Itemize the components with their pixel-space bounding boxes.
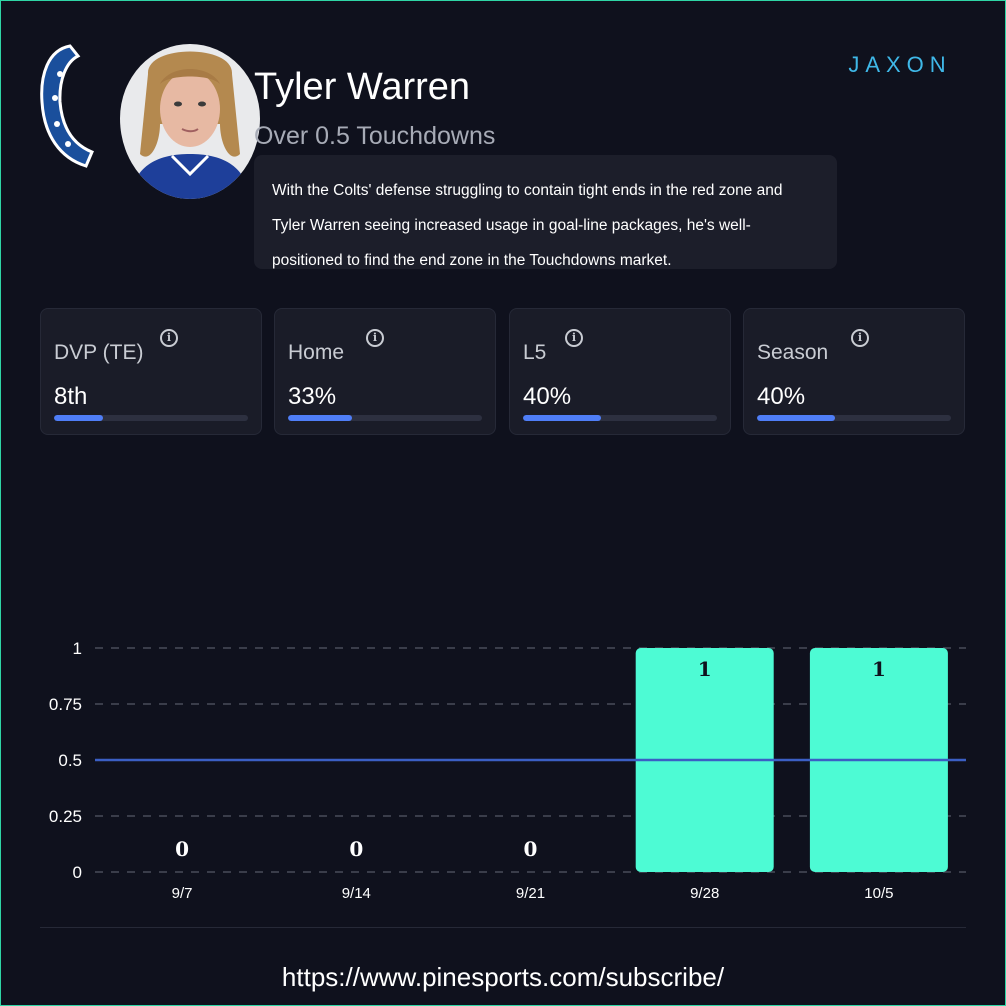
stat-progress-track [757,415,951,421]
x-tick-label: 9/7 [172,885,193,902]
stat-progress-fill [523,415,601,421]
stat-card-dvp: DVP (TE) i 8th [40,308,262,435]
info-icon[interactable]: i [366,329,384,347]
x-tick-label: 9/21 [516,885,545,902]
info-icon[interactable]: i [851,329,869,347]
stat-value: 33% [288,383,337,410]
stat-card-l5: L5 i 40% [509,308,731,435]
x-tick-label: 10/5 [864,885,893,902]
stat-label: L5 [523,341,547,364]
brand-logo: JAXON [848,52,951,77]
player-photo-group [38,40,260,205]
stat-progress-fill [54,415,103,421]
stat-progress-fill [757,415,835,421]
player-name: Tyler Warren [254,66,471,108]
y-tick-label: 0.25 [49,807,82,826]
stat-label: Home [288,341,345,364]
touchdowns-bar-chart: 0 0.25 0.5 0.75 1 0 9/7 0 9/14 0 9/21 1 9/28 1 10/5 [49,639,966,902]
info-icon[interactable]: i [160,329,178,347]
y-tick-label: 0.75 [49,695,82,714]
stat-progress-track [523,415,717,421]
bar-value-label: 0 [524,837,538,861]
stat-card-home: Home i 33% [274,308,496,435]
bar-value-label: 0 [349,837,363,861]
stat-value: 8th [54,383,88,410]
footer-url[interactable]: https://www.pinesports.com/subscribe/ [281,962,725,992]
footer-divider [40,927,966,928]
summary-box: With the Colts' defense struggling to co… [254,155,837,269]
bar-value-label: 1 [872,657,886,681]
y-tick-label: 1 [73,639,82,658]
bar-value-label: 1 [698,657,712,681]
stat-progress-fill [288,415,353,421]
bar-value-label: 0 [175,837,189,861]
player-avatar [120,44,260,199]
team-logo-horseshoe-icon [40,44,94,168]
x-tick-label: 9/28 [690,885,719,902]
stat-value: 40% [757,383,806,410]
stat-value: 40% [523,383,572,410]
brand-logo-text: JAXON [848,52,951,77]
stat-card-season: Season i 40% [743,308,965,435]
prop-line: Over 0.5 Touchdowns [254,122,496,150]
y-tick-label: 0 [73,863,82,882]
stat-progress-track [288,415,482,421]
stat-label: DVP (TE) [54,341,144,364]
y-tick-label: 0.5 [58,751,82,770]
summary-text: With the Colts' defense struggling to co… [272,182,783,269]
x-tick-label: 9/14 [342,885,371,902]
info-icon[interactable]: i [565,329,583,347]
stat-label: Season [757,341,829,364]
stat-progress-track [54,415,248,421]
